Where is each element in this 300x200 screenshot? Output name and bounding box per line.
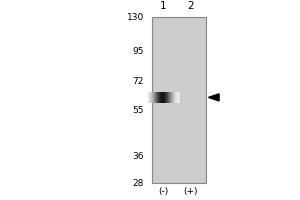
Text: 36: 36 <box>133 152 144 161</box>
Polygon shape <box>208 94 219 101</box>
Bar <box>152 17 206 183</box>
Text: 1: 1 <box>160 1 167 11</box>
Text: (+): (+) <box>183 187 198 196</box>
Text: (-): (-) <box>158 187 169 196</box>
Text: 72: 72 <box>133 77 144 86</box>
Text: 55: 55 <box>133 106 144 115</box>
Text: 130: 130 <box>127 13 144 22</box>
Text: 2: 2 <box>187 1 194 11</box>
Text: 95: 95 <box>133 47 144 56</box>
Text: 28: 28 <box>133 179 144 188</box>
